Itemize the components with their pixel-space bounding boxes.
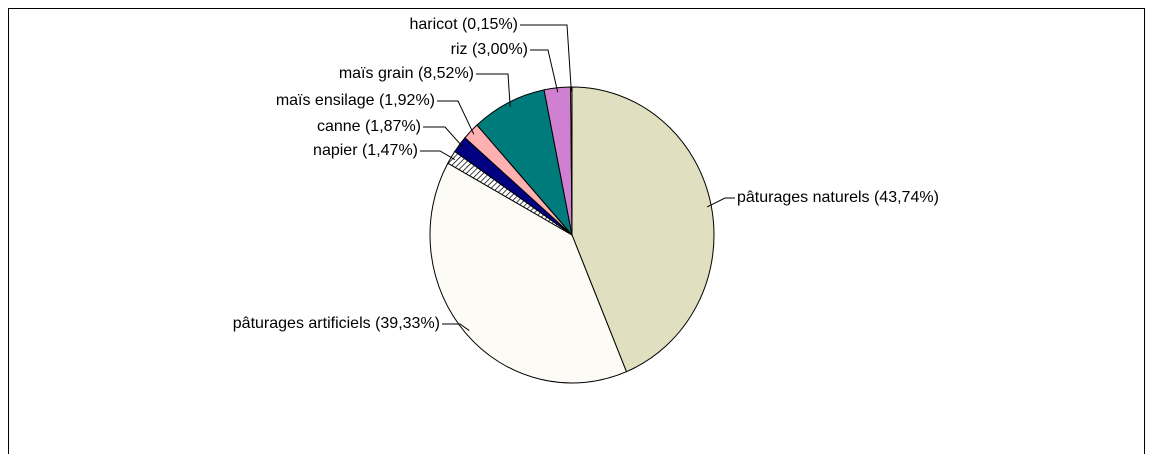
leader-line — [476, 73, 511, 107]
leader-line — [420, 150, 456, 161]
slice-label: pâturages artificiels (39,33%) — [233, 315, 440, 332]
pie-slice — [429, 162, 628, 384]
leader-line — [442, 323, 470, 331]
slice-label: haricot (0,15%) — [410, 16, 519, 33]
slice-label: canne (1,87%) — [317, 118, 421, 135]
leader-line — [520, 24, 572, 92]
slice-label: maïs grain (8,52%) — [339, 65, 474, 82]
leader-line — [423, 126, 464, 148]
slice-label: riz (3,00%) — [451, 41, 528, 58]
slice-label: napier (1,47%) — [313, 142, 418, 159]
slice-label: maïs ensilage (1,92%) — [276, 92, 435, 109]
leader-line — [437, 100, 475, 135]
slice-label: pâturages naturels (43,74%) — [737, 189, 939, 206]
pie-slice — [571, 86, 715, 373]
leader-line — [530, 49, 559, 93]
leader-line — [706, 197, 735, 208]
